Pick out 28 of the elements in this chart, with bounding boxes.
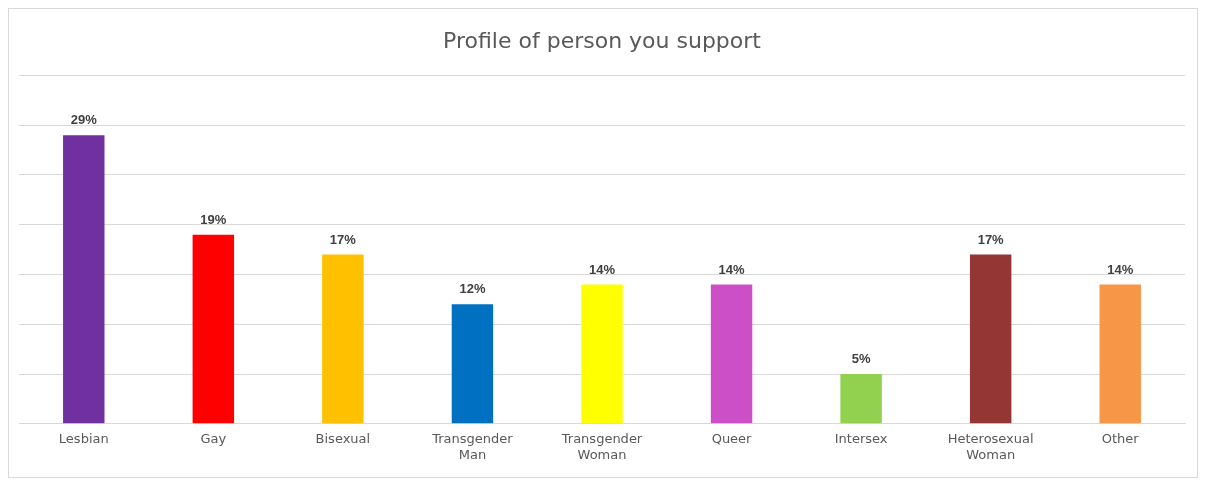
bar <box>840 374 882 424</box>
x-tick-label: Other <box>1101 430 1140 446</box>
bar <box>192 234 235 424</box>
bar <box>1099 284 1141 424</box>
data-label: 29% <box>70 112 98 128</box>
data-label: 12% <box>459 281 486 297</box>
data-label: 14% <box>588 261 616 277</box>
data-label: 14% <box>718 261 745 277</box>
data-label: 17% <box>329 231 357 247</box>
x-tick-label: Gay <box>200 430 227 446</box>
x-tick-label: Bisexual <box>315 430 371 446</box>
chart-title: Profile of person you support <box>443 27 762 53</box>
bar <box>63 135 105 424</box>
data-label: 17% <box>977 231 1005 247</box>
x-tick-label: Lesbian <box>58 430 109 446</box>
x-tick-label: Transgender Man <box>431 430 514 462</box>
x-tick-label: Intersex <box>834 430 888 446</box>
bar <box>322 254 364 424</box>
data-label: 19% <box>200 211 227 227</box>
x-tick-label: Transgender Woman <box>560 430 643 462</box>
data-label: 14% <box>1107 261 1134 277</box>
x-tick-label: Heterosexual Woman <box>947 430 1034 462</box>
bar <box>710 284 753 424</box>
data-label: 5% <box>851 351 871 367</box>
x-tick-label: Queer <box>711 430 753 446</box>
bar <box>969 254 1012 424</box>
bar <box>581 284 623 424</box>
bar <box>451 304 494 424</box>
